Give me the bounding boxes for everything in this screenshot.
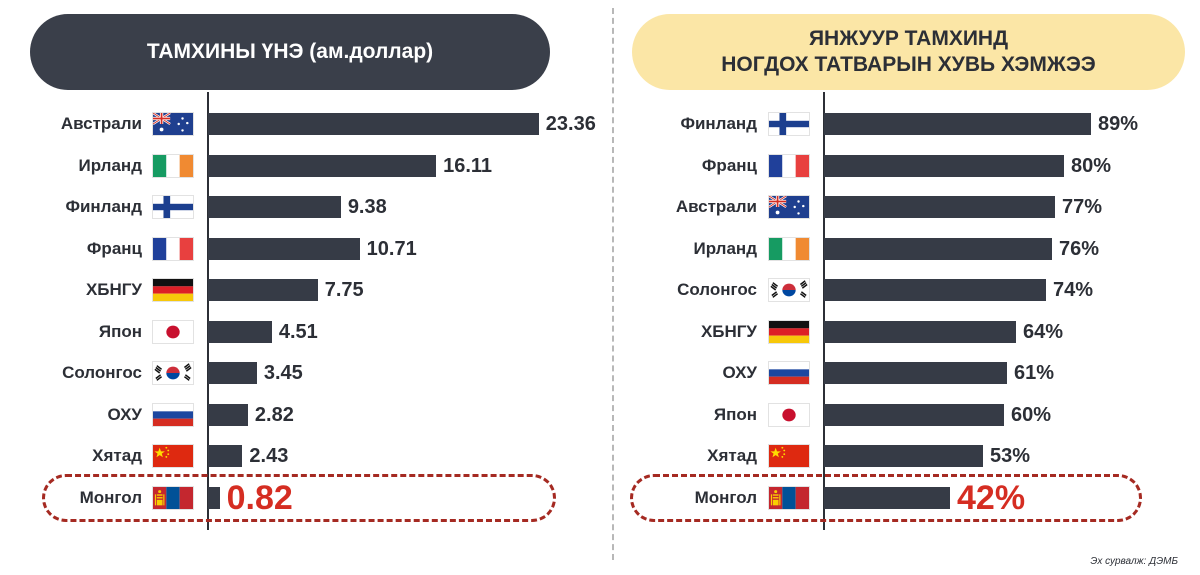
korea-flag-icon	[768, 278, 810, 302]
japan-flag-icon	[152, 319, 194, 344]
bar-Монгол	[208, 486, 220, 509]
right-chart-title-line-2: НОГДОХ ТАТВАРЫН ХУВЬ ХЭМЖЭЭ	[721, 53, 1096, 76]
country-label: Хятад	[92, 446, 142, 465]
country-label: Ирланд	[78, 155, 143, 175]
country-label: Монгол	[694, 487, 757, 507]
bar-Франц	[208, 237, 360, 260]
mongolia-flag-icon	[152, 485, 194, 510]
left-chart-title: ТАМХИНЫ ҮНЭ (ам.доллар)	[30, 14, 550, 90]
bar-Япон	[208, 320, 272, 343]
country-label: Япон	[713, 404, 757, 424]
country-label: Япон	[98, 321, 142, 341]
data-label: 74%	[1053, 279, 1094, 301]
bar-ХБНГУ	[824, 320, 1016, 343]
country-label: Франц	[86, 238, 142, 258]
data-label: 76%	[1059, 237, 1100, 260]
chart-axis-line	[207, 92, 209, 530]
data-label: 61%	[1014, 362, 1055, 384]
country-label: Солонгос	[62, 363, 142, 382]
right-chart-title: ЯНЖУУР ТАМХИНД НОГДОХ ТАТВАРЫН ХУВЬ ХЭМЖ…	[632, 14, 1185, 90]
data-label: 89%	[1098, 113, 1139, 135]
country-label: Австрали	[675, 197, 757, 216]
germany-flag-icon	[768, 319, 810, 344]
bar-Хятад	[208, 445, 243, 467]
bar-Австрали	[824, 196, 1055, 218]
data-label: 60%	[1011, 403, 1052, 426]
country-label: Австрали	[60, 114, 142, 133]
source-note: Эх сурвалж: ДЭМБ	[1090, 556, 1178, 567]
bar-Япон	[824, 403, 1004, 426]
data-label: 23.36	[545, 113, 596, 135]
japan-flag-icon	[768, 402, 810, 427]
data-label: 9.38	[347, 196, 387, 218]
highlight-oval	[42, 473, 556, 522]
country-label: Ирланд	[693, 238, 758, 258]
mongolia-flag-icon	[768, 485, 810, 510]
data-label: 7.75	[324, 279, 364, 301]
finland-flag-icon	[152, 195, 194, 219]
bar-Ирланд	[824, 237, 1052, 260]
data-label: 16.11	[443, 154, 493, 177]
country-label: ХБНГУ	[700, 321, 757, 341]
data-label: 64%	[1023, 320, 1064, 343]
country-label: Солонгос	[677, 280, 757, 299]
russia-flag-icon	[152, 402, 194, 427]
data-label: 42%	[957, 478, 1026, 517]
bar-Солонгос	[208, 362, 257, 384]
france-flag-icon	[152, 236, 194, 261]
country-label: Франц	[701, 155, 757, 175]
data-label: 10.71	[366, 237, 417, 260]
bar-Солонгос	[824, 279, 1046, 301]
bar-Монгол	[824, 486, 950, 509]
country-label: Финланд	[680, 114, 757, 133]
bar-ОХУ	[208, 403, 248, 426]
china-flag-icon	[152, 444, 194, 468]
bar-Хятад	[824, 445, 983, 467]
data-label: 80%	[1071, 154, 1112, 177]
korea-flag-icon	[152, 361, 194, 385]
country-label: ОХУ	[107, 404, 143, 424]
germany-flag-icon	[152, 278, 194, 302]
finland-flag-icon	[768, 112, 810, 136]
australia-flag-icon	[152, 112, 194, 136]
ireland-flag-icon	[768, 236, 810, 261]
data-label: 2.43	[249, 445, 289, 467]
country-label: Хятад	[707, 446, 757, 465]
country-label: ХБНГУ	[85, 280, 142, 299]
bar-Финланд	[208, 196, 341, 218]
bar-Франц	[824, 154, 1064, 177]
china-flag-icon	[768, 444, 810, 468]
russia-flag-icon	[768, 361, 810, 385]
country-label: Финланд	[65, 197, 142, 216]
bar-Финланд	[824, 113, 1091, 135]
chart-axis-line	[823, 92, 825, 530]
bar-ХБНГУ	[208, 279, 318, 301]
country-label: Монгол	[79, 487, 142, 507]
data-label: 53%	[990, 445, 1031, 467]
bar-ОХУ	[824, 362, 1007, 384]
right-chart-title-line-1: ЯНЖУУР ТАМХИНД	[808, 26, 1009, 50]
france-flag-icon	[768, 153, 810, 178]
data-label: 0.82	[226, 478, 293, 517]
bar-Ирланд	[208, 154, 437, 177]
data-label: 2.82	[254, 403, 294, 426]
australia-flag-icon	[768, 195, 810, 219]
bar-Австрали	[208, 113, 539, 135]
ireland-flag-icon	[152, 153, 194, 178]
left-chart-title-text: ТАМХИНЫ ҮНЭ (ам.доллар)	[146, 39, 434, 63]
data-label: 77%	[1062, 196, 1103, 218]
data-label: 4.51	[278, 320, 318, 343]
data-label: 3.45	[263, 362, 303, 384]
country-label: ОХУ	[722, 363, 758, 382]
highlight-oval	[630, 473, 1142, 522]
panel-divider	[612, 8, 614, 560]
